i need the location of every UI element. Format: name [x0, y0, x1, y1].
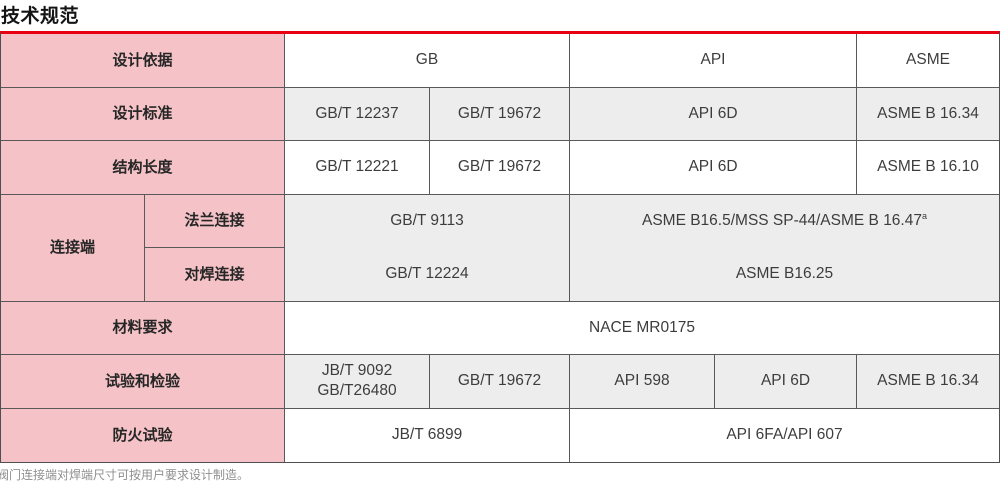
spec-table: 设计依据 GB API ASME 设计标准 GB/T 12237 GB/T 19… [0, 31, 1000, 463]
cell-structure-length-gb1: GB/T 12221 [285, 141, 430, 195]
cell-flange-asme: ASME B16.5/MSS SP-44/ASME B 16.47a [570, 194, 999, 248]
table-footnote: 阀门连接端对焊端尺寸可按用户要求设计制造。 [0, 468, 250, 482]
row-header-structure-length: 结构长度 [1, 141, 285, 195]
cell-test-jbt-gbt: JB/T 9092 GB/T26480 [285, 355, 430, 409]
row-header-connection-end: 连接端 [1, 194, 145, 302]
cell-test-asme: ASME B 16.34 [857, 355, 999, 409]
cell-butt-weld-asme: ASME B16.25 [570, 248, 999, 302]
cell-butt-weld-gb: GB/T 12224 [285, 248, 570, 302]
cell-design-basis-gb: GB [285, 34, 570, 88]
cell-test-api598: API 598 [570, 355, 715, 409]
cell-fire-jbt6899: JB/T 6899 [285, 408, 570, 462]
cell-structure-length-api: API 6D [570, 141, 857, 195]
cell-design-standard-asme: ASME B 16.34 [857, 87, 999, 141]
row-header-design-standard: 设计标准 [1, 87, 285, 141]
cell-test-api6d: API 6D [715, 355, 857, 409]
footnote-marker-a: a [921, 211, 927, 222]
cell-structure-length-asme: ASME B 16.10 [857, 141, 999, 195]
cell-structure-length-gb2: GB/T 19672 [430, 141, 570, 195]
cell-design-basis-api: API [570, 34, 857, 88]
cell-material-nace: NACE MR0175 [285, 301, 999, 355]
row-header-fire-test: 防火试验 [1, 408, 285, 462]
cell-design-standard-api: API 6D [570, 87, 857, 141]
row-header-butt-weld-connection: 对焊连接 [145, 248, 285, 302]
cell-fire-api6fa: API 6FA/API 607 [570, 408, 999, 462]
cell-design-basis-asme: ASME [857, 34, 999, 88]
row-header-test-inspection: 试验和检验 [1, 355, 285, 409]
cell-design-standard-gb2: GB/T 19672 [430, 87, 570, 141]
cell-design-standard-gb1: GB/T 12237 [285, 87, 430, 141]
cell-test-gbt19672: GB/T 19672 [430, 355, 570, 409]
row-header-flange-connection: 法兰连接 [145, 194, 285, 248]
row-header-design-basis: 设计依据 [1, 34, 285, 88]
page-title: 技术规范 [1, 6, 80, 27]
row-header-material-requirement: 材料要求 [1, 301, 285, 355]
cell-flange-asme-text: ASME B16.5/MSS SP-44/ASME B 16.47a [641, 211, 927, 230]
cell-flange-gb: GB/T 9113 [285, 194, 570, 248]
